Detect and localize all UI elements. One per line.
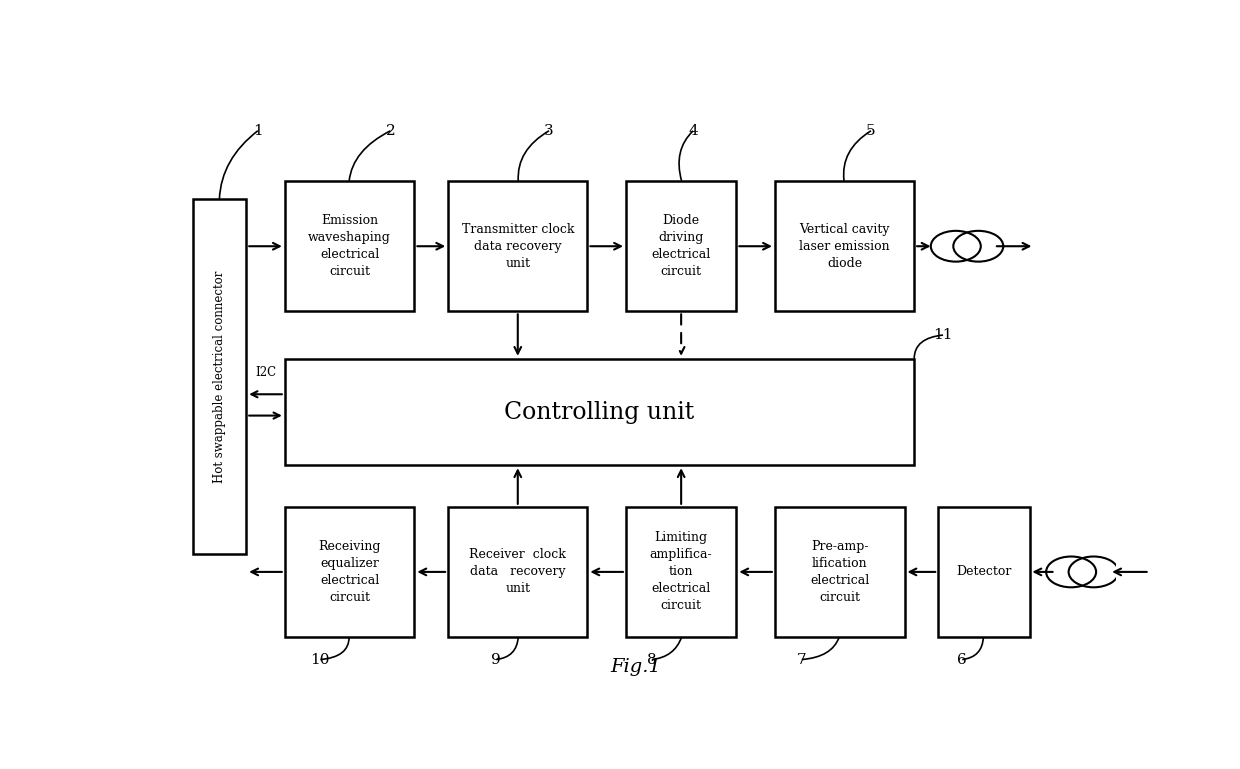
- Text: Detector: Detector: [956, 565, 1012, 578]
- Text: 4: 4: [688, 124, 698, 138]
- Text: 8: 8: [647, 653, 657, 667]
- Bar: [626, 181, 737, 311]
- Bar: [775, 181, 914, 311]
- Text: Emission
waveshaping
electrical
circuit: Emission waveshaping electrical circuit: [309, 215, 391, 278]
- Text: Controlling unit: Controlling unit: [505, 401, 694, 424]
- Bar: [193, 199, 247, 554]
- Bar: [775, 507, 905, 637]
- Bar: [626, 507, 737, 637]
- Text: 10: 10: [310, 653, 330, 667]
- Text: Diode
driving
electrical
circuit: Diode driving electrical circuit: [651, 215, 711, 278]
- Bar: [285, 181, 414, 311]
- Text: Pre-amp-
lification
electrical
circuit: Pre-amp- lification electrical circuit: [810, 540, 869, 604]
- Bar: [939, 507, 1029, 637]
- Bar: [285, 358, 914, 465]
- Text: 6: 6: [957, 653, 967, 667]
- Text: 11: 11: [934, 328, 952, 342]
- Text: Vertical cavity
laser emission
diode: Vertical cavity laser emission diode: [800, 223, 890, 270]
- Text: 9: 9: [491, 653, 501, 667]
- Text: 7: 7: [797, 653, 806, 667]
- Bar: [448, 181, 588, 311]
- Text: 3: 3: [544, 124, 554, 138]
- Text: Receiver  clock
data   recovery
unit: Receiver clock data recovery unit: [469, 548, 567, 595]
- Text: Transmitter clock
data recovery
unit: Transmitter clock data recovery unit: [461, 223, 574, 270]
- Text: I2C: I2C: [255, 367, 277, 379]
- Text: Receiving
equalizer
electrical
circuit: Receiving equalizer electrical circuit: [319, 540, 381, 604]
- Bar: [448, 507, 588, 637]
- Text: Fig.1: Fig.1: [610, 657, 661, 675]
- Text: 1: 1: [253, 124, 263, 138]
- Text: 5: 5: [866, 124, 875, 138]
- Text: 2: 2: [386, 124, 396, 138]
- Bar: [285, 507, 414, 637]
- Text: Limiting
amplifica-
tion
electrical
circuit: Limiting amplifica- tion electrical circ…: [650, 531, 713, 612]
- Text: Hot swappable electrical connector: Hot swappable electrical connector: [213, 271, 227, 483]
